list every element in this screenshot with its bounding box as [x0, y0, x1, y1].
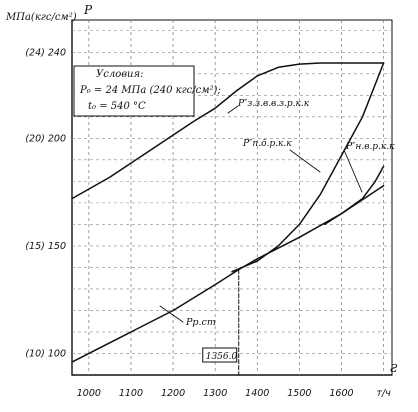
leader-2	[343, 149, 363, 193]
conditions-line2: t₀ = 540 °C	[88, 101, 146, 112]
x-tick-label-6: 1600	[329, 388, 353, 399]
leader-1	[289, 149, 321, 173]
y-unit-label: МПа(кгс/см²)	[5, 12, 77, 23]
series-line-1	[231, 62, 385, 273]
x-tick-label-2: 1200	[161, 388, 185, 399]
y-tick-label-0: (10) 100	[25, 348, 66, 359]
leader-0	[227, 105, 239, 114]
marker-label: 1356.0	[206, 352, 238, 362]
series-line-2	[323, 165, 385, 226]
series-label-1: P″п.ō.р.к.к	[242, 139, 292, 149]
series-labels: P″з.з.в.в.з.р.к.к P″п.ō.р.к.к P″н.в.р.к.…	[159, 99, 395, 328]
marker: 1356.0	[202, 269, 240, 376]
series-line-3	[71, 184, 385, 363]
y-tick-label-1: (15) 150	[25, 241, 66, 252]
conditions-box: Условия: P₀ = 24 МПа (240 кгс/см²); t₀ =…	[73, 65, 221, 117]
marker-box	[202, 347, 238, 363]
x-tick-label-0: 1000	[77, 388, 101, 399]
tick-labels: 1000 1100 1200 1300 1400 1500 1600 т/ч (10) 100 (…	[25, 47, 391, 399]
leader-3	[159, 305, 184, 323]
y-tick-label-3: (24) 240	[25, 47, 66, 58]
series-label-2: P″н.в.р.к.к	[345, 142, 395, 152]
x-tick-label-5: 1500	[287, 388, 311, 399]
conditions-line1: P₀ = 24 МПа (240 кгс/см²);	[79, 85, 221, 96]
x-tick-label-4: 1400	[245, 388, 269, 399]
x-tick-label-3: 1300	[203, 388, 227, 399]
series-line-0	[71, 62, 385, 200]
series-lines	[71, 62, 385, 363]
x-axis-label: Ƨ	[390, 362, 398, 375]
y-tick-label-2: (20) 200	[25, 133, 66, 144]
x-tick-label-1: 1100	[119, 388, 143, 399]
plot-frame	[71, 19, 393, 376]
x-tick-label-7: т/ч	[376, 388, 391, 399]
series-label-3: Pр.ст	[185, 317, 216, 328]
conditions-title: Условия:	[96, 69, 143, 80]
series-label-0: P″з.з.в.в.з.р.к.к	[237, 99, 310, 109]
y-axis-label: P	[83, 3, 93, 17]
